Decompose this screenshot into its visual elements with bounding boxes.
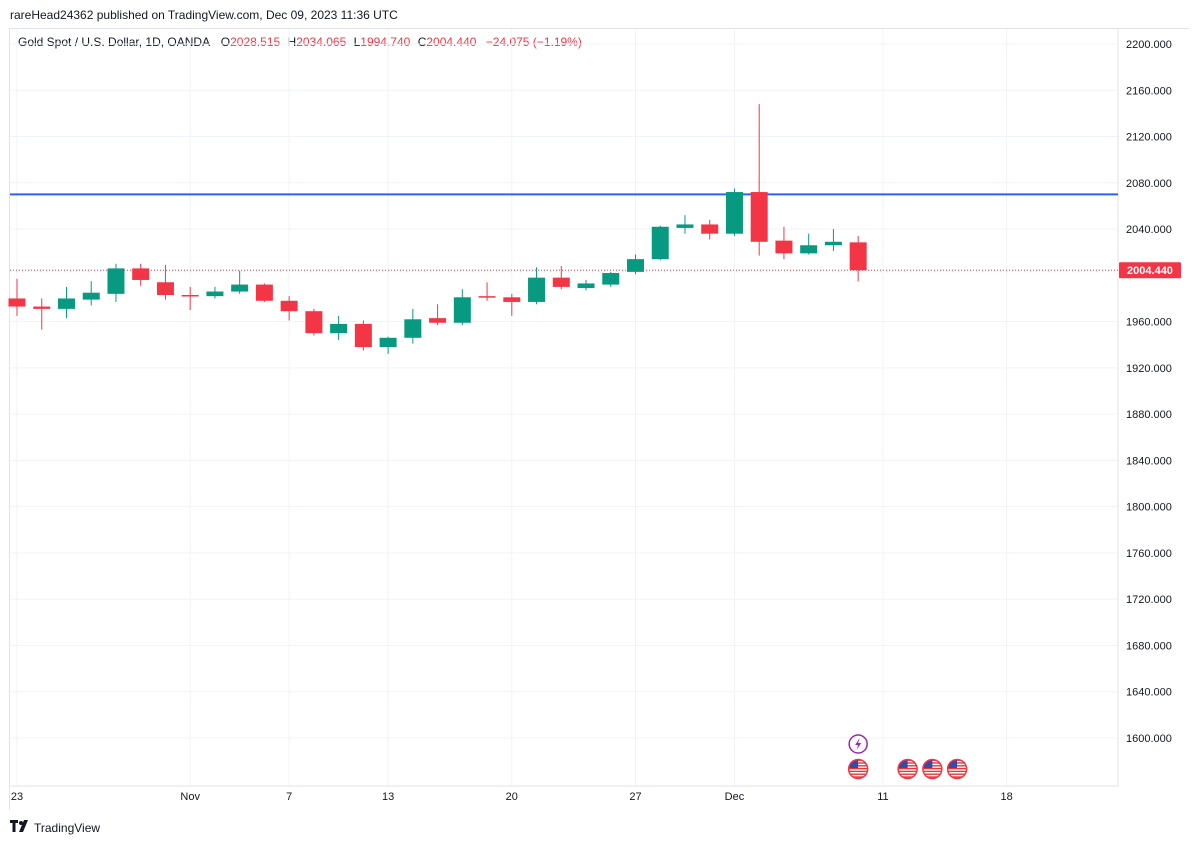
- candle-body-down: [354, 323, 372, 348]
- y-tick-label: 2080.000: [1126, 178, 1172, 190]
- candle-body-up: [231, 284, 249, 292]
- high-label: H: [287, 35, 297, 49]
- x-tick-label: 18: [1000, 791, 1012, 803]
- candle-body-up: [453, 297, 471, 323]
- y-tick-label: 1680.000: [1126, 640, 1172, 652]
- y-tick-label: 2120.000: [1126, 132, 1172, 144]
- candle-body-down: [280, 300, 298, 312]
- candle-body-up: [528, 277, 546, 302]
- change-value: −24.075 (−1.19%): [485, 35, 582, 49]
- us-flag-icon[interactable]: [897, 758, 918, 780]
- us-flag-icon[interactable]: [946, 758, 968, 780]
- candle-body-up: [800, 245, 818, 254]
- x-tick-label: 13: [382, 791, 394, 803]
- candle-body-up: [725, 192, 743, 234]
- x-tick-label: 11: [877, 791, 888, 803]
- candle-body-up: [404, 319, 422, 338]
- candle-body-up: [379, 337, 397, 348]
- x-tick-label: 20: [506, 791, 518, 803]
- y-tick-label: 1880.000: [1126, 409, 1172, 421]
- x-tick-label: 7: [286, 791, 292, 803]
- x-tick-label: Nov: [180, 791, 200, 803]
- symbol-title: Gold Spot / U.S. Dollar, 1D, OANDA: [18, 35, 210, 49]
- brand-name: TradingView: [34, 820, 101, 835]
- candle-body-down: [775, 240, 793, 254]
- candle-body-down: [132, 268, 150, 280]
- x-tick-label: 27: [629, 791, 641, 803]
- lightning-icon[interactable]: [848, 734, 868, 754]
- low-label: L: [353, 35, 361, 49]
- candle-body-down: [305, 311, 323, 334]
- y-tick-label: 1800.000: [1126, 502, 1172, 514]
- candle-body-down: [8, 298, 26, 307]
- candle-body-up: [330, 323, 348, 334]
- us-flag-icon[interactable]: [847, 758, 869, 780]
- y-tick-label: 2040.000: [1126, 224, 1172, 236]
- symbol-legend: Gold Spot / U.S. Dollar, 1D, OANDA O2028…: [18, 35, 582, 49]
- open-value: 2028.515: [230, 35, 281, 49]
- chart-frame: [9, 28, 1189, 810]
- candle-body-up: [57, 298, 75, 309]
- close-label: C: [417, 35, 427, 49]
- current-price-label: 2004.440: [1127, 265, 1173, 277]
- y-tick-label: 2200.000: [1126, 39, 1172, 51]
- candle-body-down: [255, 284, 273, 301]
- y-tick-label: 2160.000: [1126, 85, 1172, 97]
- open-label: O: [220, 35, 231, 49]
- candle-body-down: [701, 224, 719, 234]
- candle-body-down: [478, 296, 496, 298]
- candle-body-up: [206, 291, 224, 297]
- y-tick-label: 1600.000: [1126, 733, 1172, 745]
- low-value: 1994.740: [360, 35, 411, 49]
- x-tick-label: Dec: [725, 791, 745, 803]
- candle-body-up: [107, 268, 125, 294]
- candle-body-up: [602, 273, 620, 285]
- candle-body-down: [156, 282, 174, 295]
- y-tick-label: 1920.000: [1126, 363, 1172, 375]
- candle-body-down: [429, 318, 447, 323]
- candle-body-up: [651, 226, 669, 260]
- candle-body-down: [849, 242, 867, 271]
- candle-body-up: [824, 241, 842, 246]
- current-price-badge: [1119, 262, 1181, 279]
- candle-body-down: [181, 294, 199, 297]
- y-tick-label: 1960.000: [1126, 317, 1172, 329]
- us-flag-icon[interactable]: [922, 758, 943, 780]
- candle-body-down: [750, 192, 768, 242]
- candle-body-down: [552, 277, 570, 287]
- brand: TradingView: [10, 820, 100, 835]
- candle-body-up: [82, 292, 100, 300]
- y-tick-label: 1640.000: [1126, 687, 1172, 699]
- candle-body-up: [627, 259, 644, 272]
- high-value: 2034.065: [296, 35, 347, 49]
- y-tick-label: 1840.000: [1126, 455, 1172, 467]
- close-value: 2004.440: [426, 35, 477, 49]
- y-tick-label: 1760.000: [1126, 548, 1172, 560]
- tradingview-logo-icon: [10, 820, 30, 835]
- x-tick-label: 23: [11, 791, 23, 803]
- candle-body-up: [676, 224, 694, 228]
- publisher-line: rareHead24362 published on TradingView.c…: [10, 8, 398, 22]
- candle-body-down: [33, 306, 51, 309]
- candle-body-down: [503, 297, 521, 302]
- candle-body-up: [577, 283, 595, 289]
- y-tick-label: 1720.000: [1126, 594, 1172, 606]
